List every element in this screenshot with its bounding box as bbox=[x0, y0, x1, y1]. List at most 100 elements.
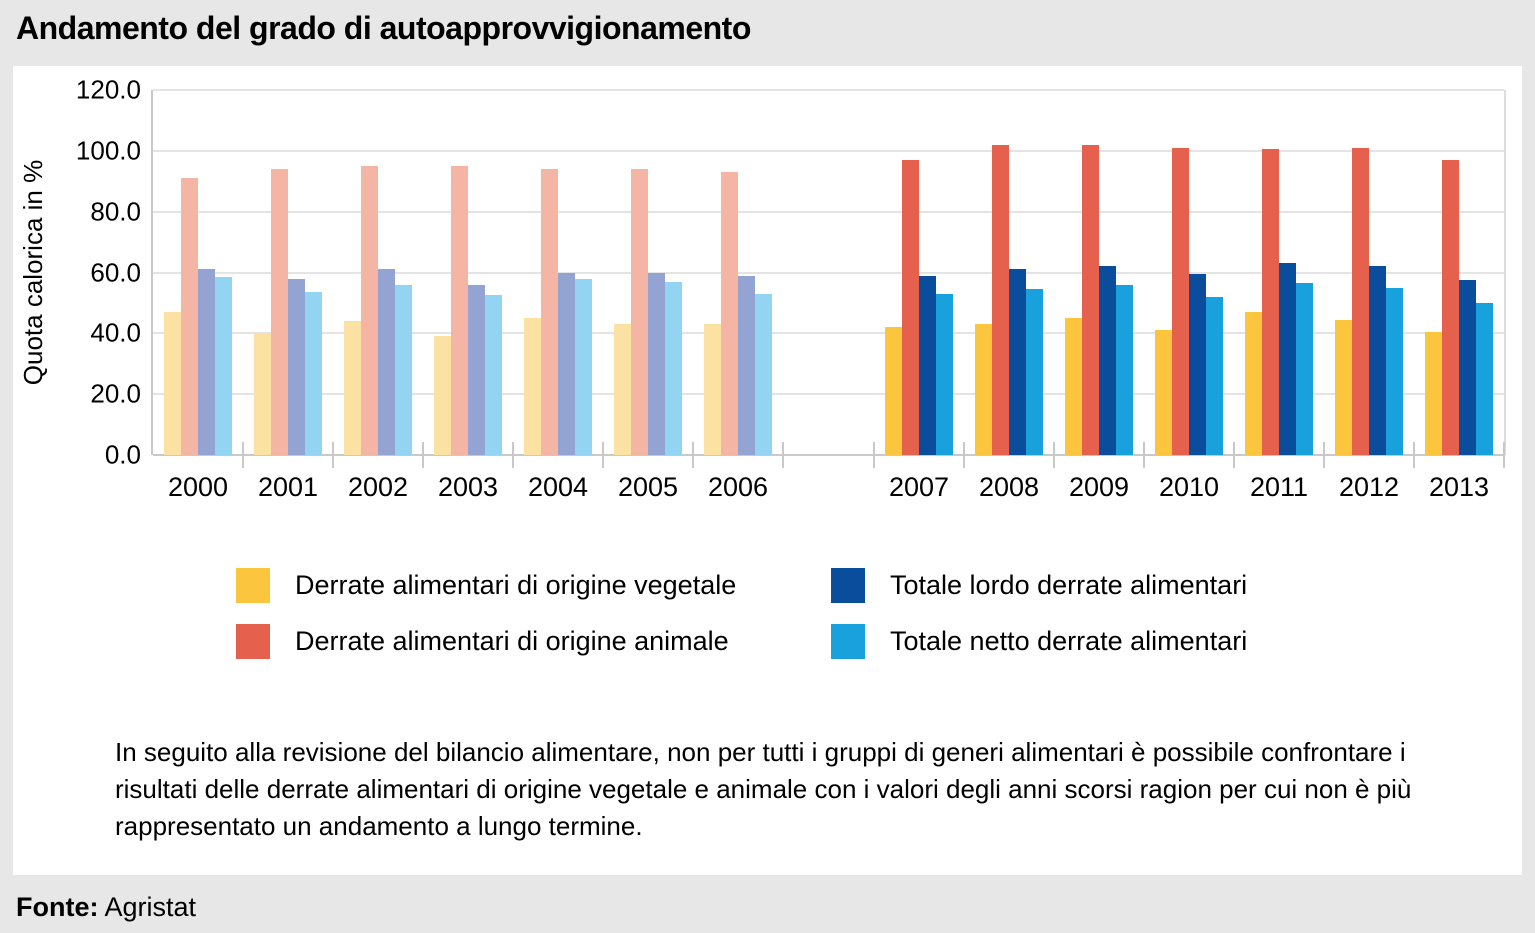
x-axis-tick bbox=[242, 442, 244, 468]
bar-2006-series-2 bbox=[721, 172, 738, 455]
bar-2009-series-3 bbox=[1099, 266, 1116, 455]
gridline bbox=[153, 332, 1504, 335]
y-tick-label: 40.0 bbox=[90, 317, 141, 348]
year-group-2002: 2002 bbox=[333, 90, 424, 502]
x-axis-tick bbox=[422, 442, 424, 468]
plot-area: 2000 2001 2002 2003 2004 2005 2006 2007 2008 2009… bbox=[151, 89, 1506, 502]
gridline bbox=[153, 393, 1504, 396]
year-group-2005: 2005 bbox=[603, 90, 694, 502]
bar-2010-series-3 bbox=[1189, 274, 1206, 455]
bar-2007-series-2 bbox=[902, 159, 919, 455]
bar-2012-series-4 bbox=[1386, 287, 1403, 455]
year-group-2007: 2007 bbox=[874, 90, 965, 502]
y-axis-tick-labels: 120.0 100.0 80.0 60.0 40.0 20.0 0.0 bbox=[13, 75, 141, 470]
legend-label: Totale netto derrate alimentari bbox=[890, 626, 1248, 656]
legend-swatch bbox=[236, 568, 270, 603]
bar-2010-series-4 bbox=[1206, 296, 1223, 455]
year-group-2001: 2001 bbox=[243, 90, 334, 502]
year-group-2000: 2000 bbox=[153, 90, 244, 502]
bar-2008-series-1 bbox=[975, 324, 992, 455]
bar-2011-series-3 bbox=[1279, 263, 1296, 455]
bar-2007-series-3 bbox=[919, 275, 936, 455]
bar-2003-series-3 bbox=[468, 284, 485, 455]
x-tick-label-2000: 2000 bbox=[167, 472, 229, 502]
x-tick-label-2004: 2004 bbox=[527, 472, 589, 502]
bar-2000-series-2 bbox=[181, 178, 198, 455]
bar-2012-series-2 bbox=[1352, 147, 1369, 455]
legend-item: Totale netto derrate alimentari bbox=[831, 624, 1247, 659]
x-tick-label-2012: 2012 bbox=[1338, 472, 1400, 502]
legend-label: Derrate alimentari di origine animale bbox=[295, 626, 729, 656]
y-tick-label: 20.0 bbox=[90, 378, 141, 409]
gridline bbox=[153, 149, 1504, 152]
bar-2011-series-4 bbox=[1296, 283, 1313, 455]
y-tick-label: 120.0 bbox=[75, 74, 141, 105]
bar-2008-series-4 bbox=[1026, 289, 1043, 455]
legend: Derrate alimentari di origine vegetale To… bbox=[236, 568, 1247, 659]
x-axis-tick bbox=[1323, 442, 1325, 468]
bar-2005-series-1 bbox=[614, 324, 631, 455]
bar-2011-series-1 bbox=[1245, 312, 1262, 455]
x-tick-label-2006: 2006 bbox=[707, 472, 769, 502]
legend-label: Totale lordo derrate alimentari bbox=[890, 570, 1248, 600]
x-axis-tick bbox=[963, 442, 965, 468]
gridline bbox=[153, 271, 1504, 274]
legend-swatch bbox=[236, 624, 270, 659]
bar-2000-series-3 bbox=[198, 269, 215, 455]
bar-2006-series-1 bbox=[704, 324, 721, 455]
bar-panels: 2000 2001 2002 2003 2004 2005 2006 2007 2008 2009… bbox=[153, 90, 1505, 502]
x-axis-tick bbox=[332, 442, 334, 468]
year-group-2003: 2003 bbox=[423, 90, 514, 502]
bar-2012-series-1 bbox=[1335, 319, 1352, 455]
x-axis-tick bbox=[1413, 442, 1415, 468]
x-axis-tick bbox=[692, 442, 694, 468]
x-tick-label-2013: 2013 bbox=[1428, 472, 1490, 502]
x-tick-label-2010: 2010 bbox=[1158, 472, 1220, 502]
legend-item: Derrate alimentari di origine vegetale bbox=[236, 568, 831, 603]
chart-card: Quota calorica in % 120.0 100.0 80.0 60.0 40… bbox=[13, 66, 1522, 875]
x-axis-tick bbox=[1503, 442, 1505, 468]
bar-2002-series-3 bbox=[378, 269, 395, 455]
x-tick-label-2007: 2007 bbox=[888, 472, 950, 502]
y-tick-label: 80.0 bbox=[90, 196, 141, 227]
x-axis-tick bbox=[873, 442, 875, 468]
y-tick-label: 60.0 bbox=[90, 257, 141, 287]
bar-2001-series-2 bbox=[271, 169, 288, 455]
x-tick-label-2008: 2008 bbox=[978, 472, 1040, 502]
source-value: Agristat bbox=[104, 892, 197, 922]
bar-2003-series-1 bbox=[434, 336, 451, 455]
bar-2013-series-1 bbox=[1425, 331, 1442, 455]
panel-2007-2013: 2007 2008 2009 2010 2011 2012 2013 bbox=[874, 90, 1505, 502]
legend-item: Derrate alimentari di origine animale bbox=[236, 624, 831, 659]
bar-2006-series-4 bbox=[755, 293, 772, 455]
bar-2001-series-1 bbox=[254, 333, 271, 455]
x-axis-tick bbox=[1233, 442, 1235, 468]
legend-swatch bbox=[831, 624, 865, 659]
bar-2013-series-2 bbox=[1442, 159, 1459, 455]
legend-swatch bbox=[831, 568, 865, 603]
panel-gap bbox=[783, 90, 875, 468]
x-axis-tick bbox=[1053, 442, 1055, 468]
x-axis-tick bbox=[782, 442, 784, 468]
source-line: Fonte: Agristat bbox=[16, 892, 196, 923]
x-tick-label-2011: 2011 bbox=[1249, 472, 1309, 502]
x-axis-line bbox=[153, 454, 1504, 456]
bar-2007-series-1 bbox=[885, 327, 902, 455]
bar-2005-series-4 bbox=[665, 281, 682, 455]
bar-2000-series-4 bbox=[215, 277, 232, 455]
x-tick-label-2001: 2001 bbox=[257, 472, 319, 502]
y-tick-label: 0.0 bbox=[104, 439, 141, 470]
y-tick-label: 100.0 bbox=[75, 135, 141, 166]
bar-2008-series-3 bbox=[1009, 269, 1026, 455]
gridline bbox=[153, 210, 1504, 213]
x-axis-tick bbox=[602, 442, 604, 468]
bar-2004-series-4 bbox=[575, 278, 592, 455]
bar-2002-series-4 bbox=[395, 284, 412, 455]
bar-2000-series-1 bbox=[164, 312, 181, 455]
year-group-2009: 2009 bbox=[1054, 90, 1145, 502]
bar-2002-series-1 bbox=[344, 321, 361, 455]
bar-2011-series-2 bbox=[1262, 149, 1279, 455]
gridline bbox=[153, 89, 1504, 91]
bar-2002-series-2 bbox=[361, 166, 378, 455]
x-tick-label-2005: 2005 bbox=[617, 472, 679, 502]
